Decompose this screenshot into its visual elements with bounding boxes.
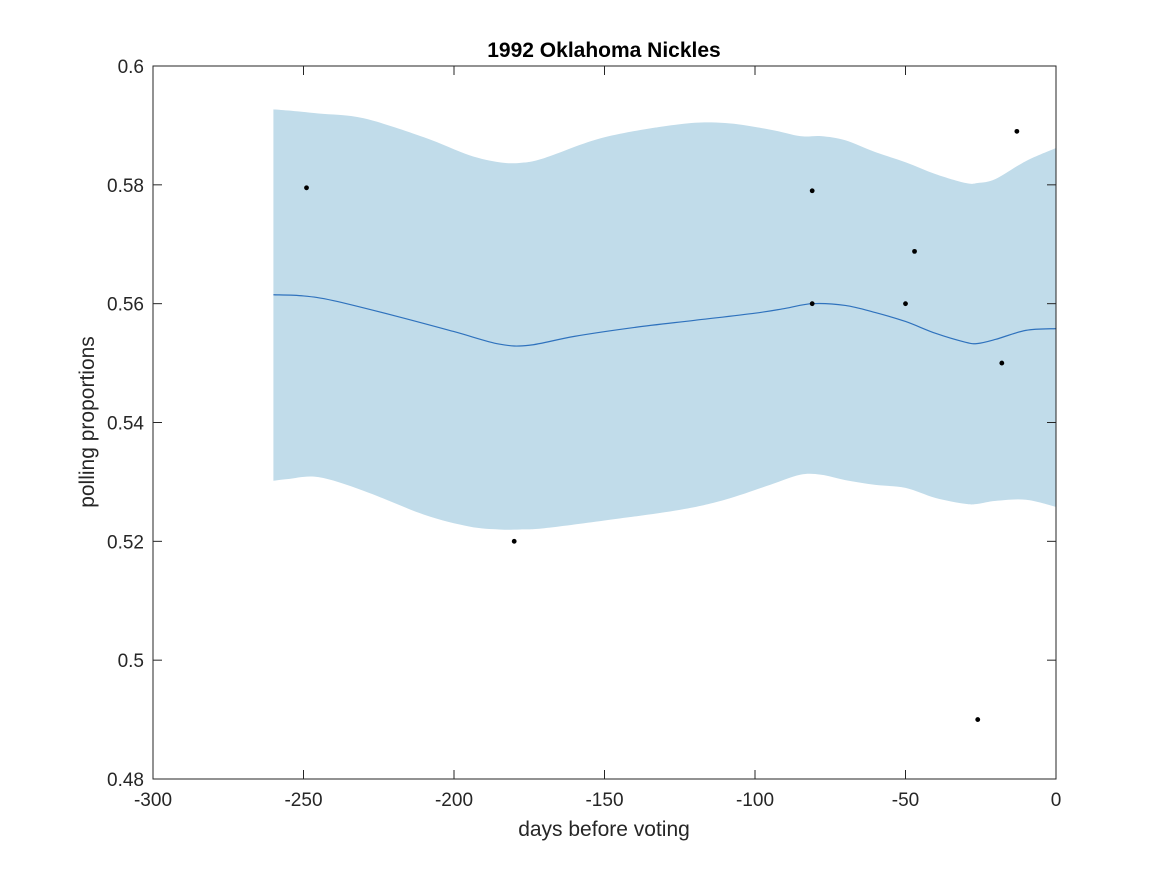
confidence-band xyxy=(273,109,1056,530)
x-tick-label: -250 xyxy=(284,790,322,811)
x-tick-label: 0 xyxy=(1051,790,1062,811)
data-point xyxy=(903,301,908,307)
axes-layer xyxy=(152,65,1057,780)
x-tick-label: -200 xyxy=(435,790,473,811)
y-tick-label: 0.6 xyxy=(118,57,144,78)
y-tick-label: 0.54 xyxy=(107,414,144,435)
x-axis-label: days before voting xyxy=(518,818,690,841)
data-point xyxy=(912,248,917,254)
data-point xyxy=(809,301,815,307)
y-tick-labels: 0.48 0.5 0.52 0.54 0.56 0.58 0.6 xyxy=(107,57,144,791)
data-point xyxy=(809,188,815,194)
y-tick-label: 0.58 xyxy=(107,176,144,197)
x-tick-label: -300 xyxy=(134,790,172,811)
data-points-layer xyxy=(304,128,1020,722)
data-point xyxy=(975,717,981,722)
y-tick-label: 0.56 xyxy=(107,295,144,316)
fit-line xyxy=(273,294,1057,347)
y-tick-label: 0.5 xyxy=(118,651,144,672)
data-point xyxy=(999,360,1005,366)
data-point xyxy=(511,538,517,544)
x-tick-labels: -300 -250 -200 -150 -100 -50 0 xyxy=(134,790,1061,811)
chart-title: 1992 Oklahoma Nickles xyxy=(487,39,720,62)
data-point xyxy=(1014,128,1020,134)
confidence-band-layer xyxy=(273,109,1056,530)
y-tick-label: 0.48 xyxy=(107,770,144,791)
y-tick-label: 0.52 xyxy=(107,532,144,553)
x-tick-label: -100 xyxy=(736,790,774,811)
fit-line-layer xyxy=(273,294,1057,347)
x-tick-label: -50 xyxy=(892,790,919,811)
x-tick-label: -150 xyxy=(585,790,623,811)
data-point xyxy=(304,185,309,191)
y-axis-label: polling proportions xyxy=(76,336,99,508)
